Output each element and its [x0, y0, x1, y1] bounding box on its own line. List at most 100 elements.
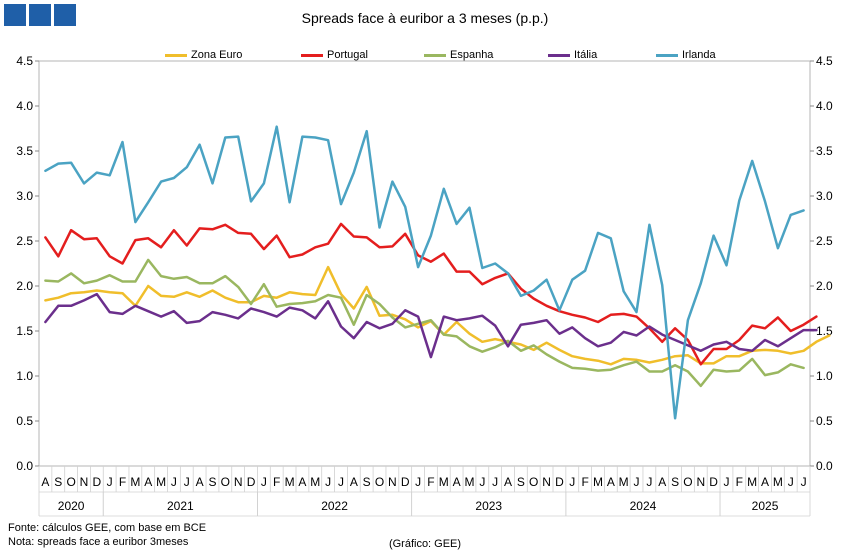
legend-item-espanha: Espanha: [424, 49, 493, 61]
chart-credit: (Gráfico: GEE): [388, 538, 462, 550]
chart-title: Spreads face à euribor a 3 meses (p.p.): [301, 10, 549, 26]
legend-label: Itália: [574, 49, 598, 61]
y-tick-label-left: 2.5: [16, 234, 33, 248]
x-tick-label-month: J: [171, 475, 177, 489]
y-tick-label-left: 3.0: [16, 189, 33, 203]
x-tick-label-month: A: [350, 475, 358, 489]
gee-logo: [4, 4, 76, 26]
legend-label: Irlanda: [682, 49, 716, 61]
y-tick-label-right: 0.5: [816, 414, 833, 428]
x-tick-label-month: M: [310, 475, 320, 489]
y-tick-label-right: 4.5: [816, 54, 833, 68]
x-tick-label-month: O: [221, 475, 230, 489]
x-tick-label-month: O: [529, 475, 538, 489]
legend-swatch: [548, 53, 570, 57]
x-tick-label-month: F: [273, 475, 280, 489]
x-tick-label-month: D: [247, 475, 256, 489]
x-tick-label-month: J: [646, 475, 652, 489]
x-tick-label-month: N: [80, 475, 89, 489]
x-tick-label-month: S: [54, 475, 62, 489]
y-tick-label-right: 3.5: [816, 144, 833, 158]
x-tick-label-year: 2024: [630, 499, 657, 513]
y-tick-label-left: 4.5: [16, 54, 33, 68]
y-tick-label-left: 4.0: [16, 99, 33, 113]
footnote: Nota: spreads face a euribor 3meses: [8, 536, 189, 548]
y-tick-label-right: 3.0: [816, 189, 833, 203]
x-tick-label-month: J: [261, 475, 267, 489]
x-tick-label-month: M: [156, 475, 166, 489]
x-tick-label-month: A: [761, 475, 769, 489]
y-tick-label-right: 2.0: [816, 279, 833, 293]
x-tick-label-month: D: [555, 475, 564, 489]
x-tick-label-month: J: [325, 475, 331, 489]
x-tick-label-month: D: [709, 475, 718, 489]
x-tick-label-month: A: [453, 475, 461, 489]
legend-swatch: [656, 53, 678, 57]
x-tick-label-month: A: [41, 475, 49, 489]
x-tick-label-month: A: [658, 475, 666, 489]
y-tick-label-left: 1.5: [16, 324, 33, 338]
x-tick-label-year: 2020: [58, 499, 85, 513]
x-tick-label-month: J: [801, 475, 807, 489]
x-tick-label-month: N: [542, 475, 551, 489]
y-tick-label-left: 2.0: [16, 279, 33, 293]
logo-square-1: [4, 4, 26, 26]
x-tick-label-month: F: [427, 475, 434, 489]
x-tick-label-month: M: [285, 475, 295, 489]
y-tick-label-left: 3.5: [16, 144, 33, 158]
x-tick-label-month: S: [517, 475, 525, 489]
x-tick-label-month: J: [788, 475, 794, 489]
logo-square-3: [54, 4, 76, 26]
y-tick-label-right: 4.0: [816, 99, 833, 113]
x-tick-label-month: S: [208, 475, 216, 489]
x-tick-label-month: A: [196, 475, 204, 489]
y-tick-label-left: 0.0: [16, 459, 33, 473]
x-tick-label-month: O: [375, 475, 384, 489]
x-tick-label-month: A: [504, 475, 512, 489]
y-tick-label-right: 0.0: [816, 459, 833, 473]
x-tick-label-month: N: [234, 475, 243, 489]
legend-swatch: [165, 53, 187, 57]
legend-label: Zona Euro: [191, 49, 243, 61]
x-tick-label-month: M: [439, 475, 449, 489]
x-tick-label-month: A: [607, 475, 615, 489]
x-tick-label-month: M: [593, 475, 603, 489]
series-line-portugal: [44, 222, 818, 366]
x-tick-label-month: F: [581, 475, 588, 489]
x-tick-label-year: 2023: [475, 499, 502, 513]
y-tick-label-left: 0.5: [16, 414, 33, 428]
x-tick-label-month: J: [634, 475, 640, 489]
x-tick-label-month: J: [492, 475, 498, 489]
x-tick-label-month: J: [415, 475, 421, 489]
logo-square-2: [29, 4, 51, 26]
legend-label: Portugal: [327, 49, 368, 61]
x-tick-label-month: M: [747, 475, 757, 489]
legend-swatch: [424, 53, 446, 57]
x-tick-label-month: M: [464, 475, 474, 489]
y-tick-label-left: 1.0: [16, 369, 33, 383]
x-tick-label-month: M: [773, 475, 783, 489]
x-tick-label-month: O: [66, 475, 75, 489]
y-tick-label-right: 1.0: [816, 369, 833, 383]
x-tick-label-month: S: [363, 475, 371, 489]
x-tick-label-month: J: [479, 475, 485, 489]
legend-item-zona-euro: Zona Euro: [165, 49, 242, 61]
chart-legend: Zona Euro Portugal Espanha Itália Irland…: [0, 49, 850, 63]
series-line-italia: [44, 292, 818, 359]
legend-label: Espanha: [450, 49, 494, 61]
series-line-espanha: [44, 258, 805, 388]
x-tick-label-month: J: [569, 475, 575, 489]
legend-item-italia: Itália: [548, 49, 597, 61]
x-tick-label-month: F: [119, 475, 126, 489]
x-tick-label-month: N: [696, 475, 705, 489]
x-tick-label-month: J: [184, 475, 190, 489]
x-tick-label-year: 2025: [752, 499, 779, 513]
legend-item-portugal: Portugal: [301, 49, 368, 61]
plot-frame: [38, 60, 811, 467]
y-tick-label-right: 2.5: [816, 234, 833, 248]
x-tick-label-month: O: [683, 475, 692, 489]
x-tick-label-month: M: [619, 475, 629, 489]
x-tick-label-month: S: [671, 475, 679, 489]
legend-swatch: [301, 53, 323, 57]
